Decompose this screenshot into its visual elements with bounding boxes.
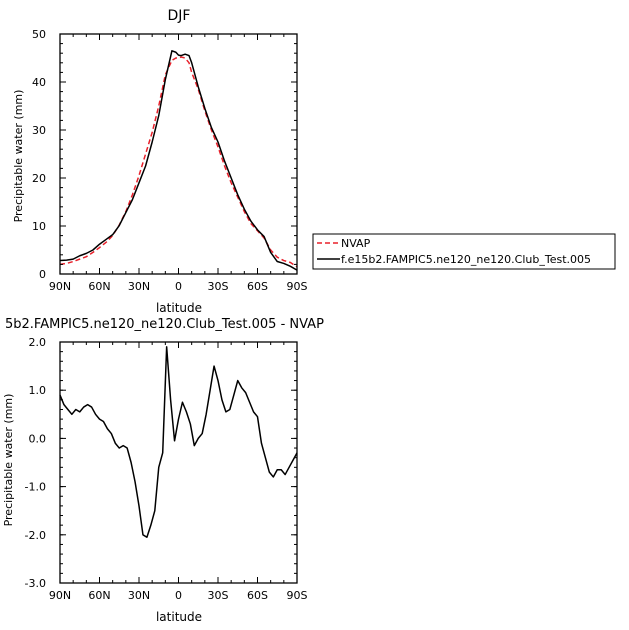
x-axis-label: latitude [156, 301, 202, 315]
x-tick-label: 30S [208, 589, 229, 602]
x-tick-label: 60N [88, 589, 110, 602]
panel-bottom: 5b2.FAMPIC5.ne120_ne120.Club_Test.005 - … [2, 317, 324, 624]
y-axis-label: Precipitable water (mm) [2, 394, 15, 527]
x-tick-label: 60N [88, 280, 110, 293]
legend-label-nvap: NVAP [341, 237, 371, 250]
y-tick-label: 10 [32, 220, 46, 233]
y-tick-label: -1.0 [25, 481, 46, 494]
x-tick-label: 90N [49, 589, 71, 602]
y-axis-label: Precipitable water (mm) [12, 90, 25, 223]
panel-top: DJF Precipitable water (mm) latitude 90N… [12, 8, 308, 315]
y-tick-label: 1.0 [29, 384, 47, 397]
x-tick-label: 60S [247, 280, 268, 293]
x-tick-label: 0 [175, 280, 182, 293]
y-tick-label: 0 [39, 268, 46, 281]
y-tick-label: 2.0 [29, 336, 47, 349]
y-tick-label: 40 [32, 76, 46, 89]
chart-title: DJF [168, 8, 191, 24]
x-tick-label: 30N [128, 589, 150, 602]
x-axis-label: latitude [156, 610, 202, 624]
x-tick-label: 90S [287, 280, 308, 293]
y-tick-label: 20 [32, 172, 46, 185]
x-tick-label: 60S [247, 589, 268, 602]
x-tick-label: 90S [287, 589, 308, 602]
x-tick-label: 90N [49, 280, 71, 293]
y-tick-label: -2.0 [25, 529, 46, 542]
y-tick-label: 30 [32, 124, 46, 137]
plot-frame [59, 341, 298, 584]
plot-frame [59, 33, 298, 275]
chart-title: 5b2.FAMPIC5.ne120_ne120.Club_Test.005 - … [5, 317, 324, 332]
x-tick-label: 30N [128, 280, 150, 293]
legend-label-model: f.e15b2.FAMPIC5.ne120_ne120.Club_Test.00… [341, 253, 591, 266]
legend: NVAP f.e15b2.FAMPIC5.ne120_ne120.Club_Te… [312, 233, 616, 270]
series-line-2 [59, 50, 298, 271]
y-tick-label: -3.0 [25, 577, 46, 590]
legend-box [312, 233, 616, 270]
y-tick-label: 50 [32, 28, 46, 41]
series-line-1 [59, 56, 298, 268]
x-tick-label: 0 [175, 589, 182, 602]
x-tick-label: 30S [208, 280, 229, 293]
series-line-1 [59, 346, 298, 538]
y-tick-label: 0.0 [29, 432, 47, 445]
